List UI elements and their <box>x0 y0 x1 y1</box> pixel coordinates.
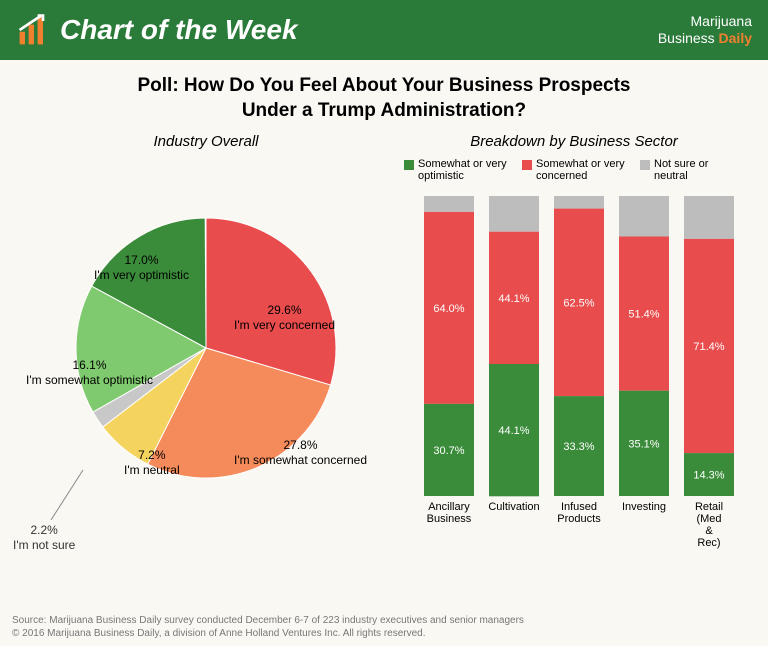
legend-swatch <box>404 160 414 170</box>
bar-value-label: 30.7% <box>433 445 464 457</box>
footer: Source: Marijuana Business Daily survey … <box>12 614 524 640</box>
pie-slice-label: 7.2%I'm neutral <box>124 448 180 477</box>
bar-category-label: Infused <box>561 501 597 513</box>
bar-segment <box>554 196 604 209</box>
bar-segment <box>424 196 474 212</box>
pie-slice-label: 16.1%I'm somewhat optimistic <box>26 358 153 387</box>
bar-value-label: 14.3% <box>693 192 724 195</box>
legend-swatch <box>522 160 532 170</box>
legend-swatch <box>640 160 650 170</box>
pie-subtitle: Industry Overall <box>16 133 396 150</box>
bar-segment <box>489 196 539 232</box>
bar-value-label: 44.1% <box>498 293 529 305</box>
pie-slice-label: 29.6%I'm very concerned <box>234 303 335 332</box>
footer-copyright: © 2016 Marijuana Business Daily, a divis… <box>12 627 524 640</box>
bar-value-label: 71.4% <box>693 341 724 353</box>
pie-slice-label: 2.2%I'm not sure <box>13 523 75 552</box>
bar-value-label: 35.1% <box>628 439 659 451</box>
legend-label: Not sure or neutral <box>654 158 744 182</box>
bar-category-label: (Med <box>696 513 721 525</box>
header-left: Chart of the Week <box>16 12 298 48</box>
pie-slice-label: 27.8%I'm somewhat concerned <box>234 438 367 467</box>
poll-title: Poll: How Do You Feel About Your Busines… <box>0 60 768 133</box>
bar-category-label: Retail <box>695 501 723 513</box>
legend-label: Somewhat or very concerned <box>536 158 626 182</box>
bar-value-label: 14.3% <box>693 470 724 482</box>
chart-logo-icon <box>16 12 52 48</box>
bar-category-label: Investing <box>622 501 666 513</box>
charts-row: Industry Overall 29.6%I'm very concerned… <box>0 133 768 572</box>
bar-value-label: 33.3% <box>563 441 594 453</box>
brand: Marijuana Business Daily <box>658 13 752 47</box>
bar-category-label: Products <box>557 513 601 525</box>
bar-subtitle: Breakdown by Business Sector <box>396 133 752 150</box>
legend-item: Not sure or neutral <box>640 158 744 182</box>
title-line2: Under a Trump Administration? <box>20 99 748 124</box>
bar-category-label: Ancillary <box>428 501 470 513</box>
header-bar: Chart of the Week Marijuana Business Dai… <box>0 0 768 60</box>
title-line1: Poll: How Do You Feel About Your Busines… <box>20 74 748 99</box>
bar-legend: Somewhat or very optimistic Somewhat or v… <box>396 158 752 182</box>
bar-value-label: 62.5% <box>563 298 594 310</box>
legend-item: Somewhat or very concerned <box>522 158 626 182</box>
bar-category-label: & <box>705 525 713 537</box>
brand-line1: Marijuana <box>658 13 752 30</box>
bar-value-label: 13.5% <box>628 192 659 195</box>
bar-segment <box>684 196 734 239</box>
bar-category-label: Cultivation <box>488 501 539 513</box>
legend-item: Somewhat or very optimistic <box>404 158 508 182</box>
bar-category-label: Business <box>427 513 472 525</box>
pie-panel: Industry Overall 29.6%I'm very concerned… <box>16 133 396 572</box>
brand-line2: Business Daily <box>658 30 752 47</box>
pie-slice-label: 17.0%I'm very optimistic <box>94 253 189 282</box>
header-title: Chart of the Week <box>60 14 298 46</box>
bar-value-label: 44.1% <box>498 426 529 438</box>
bar-value-label: 4.2% <box>566 192 591 195</box>
bar-panel: Breakdown by Business Sector Somewhat or… <box>396 133 752 572</box>
bar-segment <box>619 196 669 237</box>
bar-value-label: 11.9% <box>499 192 530 195</box>
stacked-bar-chart: 5.3% 64.0% 30.7% AncillaryBusiness 11.9% 44.1… <box>404 192 744 572</box>
footer-source: Source: Marijuana Business Daily survey … <box>12 614 524 627</box>
bar-category-label: Rec) <box>697 537 720 549</box>
pie-wrap: 29.6%I'm very concerned 27.8%I'm somewhat… <box>16 158 376 558</box>
bar-value-label: 64.0% <box>433 303 464 315</box>
legend-label: Somewhat or very optimistic <box>418 158 508 182</box>
bar-value-label: 51.4% <box>628 309 659 321</box>
bar-value-label: 5.3% <box>436 192 461 195</box>
bars-wrap: 5.3% 64.0% 30.7% AncillaryBusiness 11.9% 44.1… <box>404 192 744 572</box>
